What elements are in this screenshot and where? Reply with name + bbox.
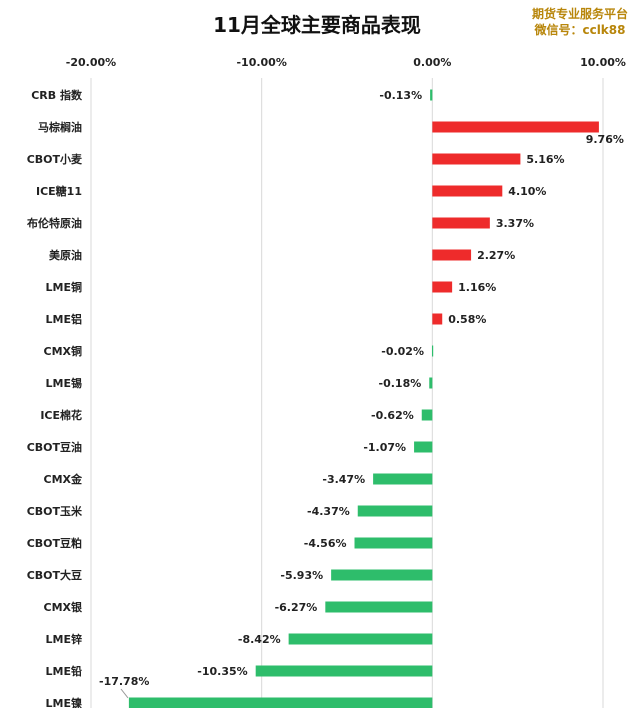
category-label-3: ICE糖11: [36, 184, 82, 198]
value-label-6: 1.16%: [458, 281, 496, 294]
bar-9: [429, 377, 433, 389]
value-label-13: -4.37%: [307, 505, 350, 518]
category-label-8: CMX铜: [44, 344, 83, 358]
value-label-0: -0.13%: [379, 89, 422, 102]
x-tick-label-0: -20.00%: [66, 56, 116, 69]
bar-16: [325, 601, 433, 613]
category-label-6: LME铜: [46, 280, 82, 294]
category-label-16: CMX银: [44, 600, 84, 614]
x-tick-label-1: -10.00%: [236, 56, 286, 69]
bar-10: [421, 409, 433, 421]
category-label-12: CMX金: [44, 472, 84, 486]
x-tick-label-2: 0.00%: [413, 56, 451, 69]
value-label-9: -0.18%: [379, 377, 422, 390]
category-label-15: CBOT大豆: [27, 568, 82, 582]
value-label-14: -4.56%: [304, 537, 347, 550]
bar-13: [357, 505, 433, 517]
category-label-4: 布伦特原油: [27, 216, 82, 230]
bar-2: [432, 153, 521, 165]
chart-title: 11月全球主要商品表现: [213, 13, 421, 37]
bar-11: [414, 441, 433, 453]
category-label-13: CBOT玉米: [27, 504, 83, 518]
value-label-4: 3.37%: [496, 217, 534, 230]
category-label-18: LME铅: [46, 664, 82, 678]
value-label-10: -0.62%: [371, 409, 414, 422]
value-label-1: 9.76%: [586, 133, 624, 146]
watermark: 期货专业服务平台 微信号：cclk88: [532, 6, 628, 38]
value-label-8: -0.02%: [381, 345, 424, 358]
bar-0: [430, 89, 433, 101]
category-label-14: CBOT豆粕: [27, 536, 82, 550]
value-label-19: -17.78%: [99, 675, 149, 688]
value-label-16: -6.27%: [275, 601, 318, 614]
value-leader-line-19: [120, 688, 129, 699]
category-label-11: CBOT豆油: [27, 440, 82, 454]
category-label-0: CRB 指数: [31, 88, 83, 102]
value-label-15: -5.93%: [280, 569, 323, 582]
value-label-18: -10.35%: [197, 665, 247, 678]
value-label-11: -1.07%: [363, 441, 406, 454]
bar-17: [288, 633, 433, 645]
watermark-line-1: 期货专业服务平台: [531, 7, 628, 21]
value-label-17: -8.42%: [238, 633, 281, 646]
bar-4: [432, 217, 490, 229]
bar-18: [255, 665, 433, 677]
category-label-17: LME锌: [46, 632, 82, 646]
bar-7: [432, 313, 443, 325]
value-label-12: -3.47%: [322, 473, 365, 486]
bar-6: [432, 281, 453, 293]
bar-3: [432, 185, 503, 197]
bar-15: [331, 569, 433, 581]
value-label-7: 0.58%: [448, 313, 486, 326]
x-tick-label-3: 10.00%: [580, 56, 626, 69]
watermark-line-2: 微信号：cclk88: [534, 23, 626, 37]
value-label-3: 4.10%: [508, 185, 546, 198]
bar-8: [431, 345, 434, 357]
category-label-1: 马棕榈油: [38, 120, 82, 134]
bar-1: [432, 121, 599, 133]
category-label-9: LME锡: [46, 376, 82, 390]
category-label-2: CBOT小麦: [27, 152, 83, 166]
category-label-7: LME铝: [46, 312, 82, 326]
category-label-19: LME镍: [46, 696, 82, 708]
bar-5: [432, 249, 472, 261]
bar-19: [128, 697, 433, 708]
bar-14: [354, 537, 433, 549]
value-label-2: 5.16%: [526, 153, 564, 166]
category-label-10: ICE棉花: [40, 408, 82, 422]
bar-12: [373, 473, 433, 485]
value-label-5: 2.27%: [477, 249, 515, 262]
category-label-5: 美原油: [49, 248, 82, 262]
